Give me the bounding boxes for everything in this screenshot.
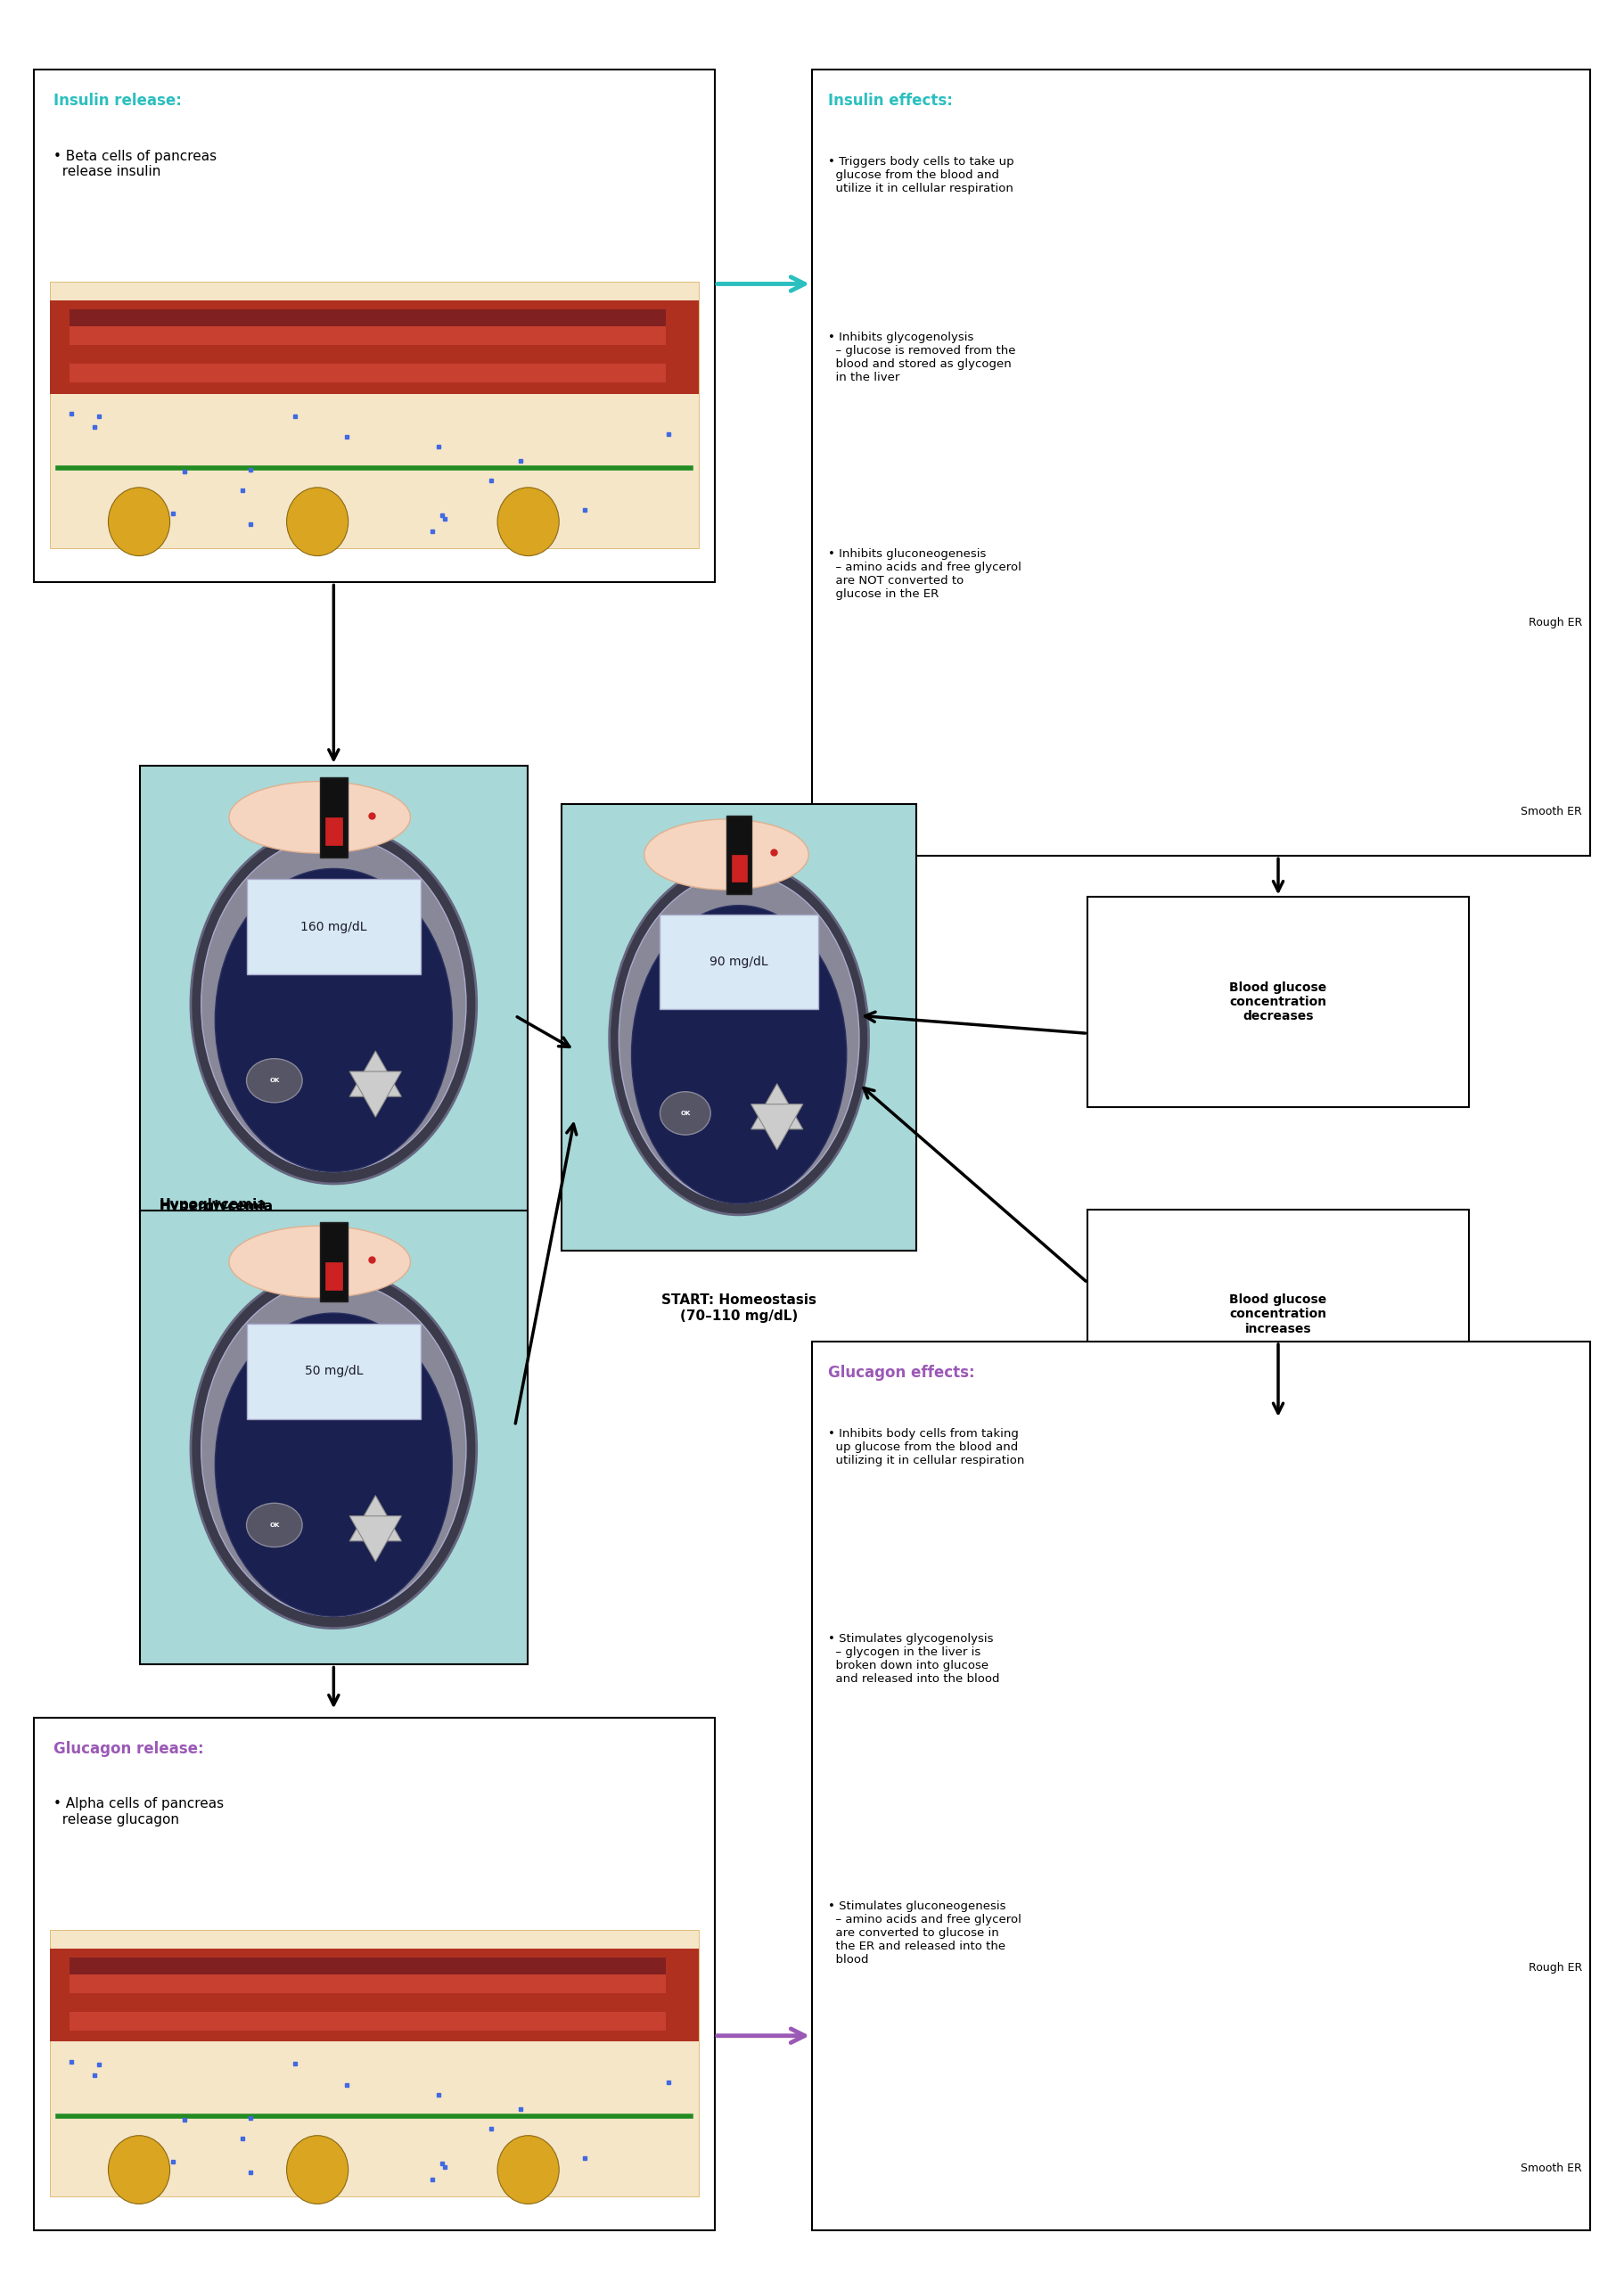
Ellipse shape xyxy=(229,780,411,853)
Ellipse shape xyxy=(609,863,869,1214)
Text: Insulin release:: Insulin release: xyxy=(54,91,182,110)
Polygon shape xyxy=(349,1052,401,1098)
FancyBboxPatch shape xyxy=(1088,897,1468,1107)
Text: Smooth ER: Smooth ER xyxy=(1522,806,1582,817)
Text: Glucagon release:: Glucagon release: xyxy=(54,1741,203,1757)
Polygon shape xyxy=(349,1073,401,1118)
Ellipse shape xyxy=(286,2136,348,2204)
Text: (low blood glucose): (low blood glucose) xyxy=(159,1246,279,1257)
FancyBboxPatch shape xyxy=(812,71,1590,856)
Text: • Beta cells of pancreas
  release insulin: • Beta cells of pancreas release insulin xyxy=(54,148,216,178)
Polygon shape xyxy=(349,1515,401,1561)
Text: Hyperglycemia: Hyperglycemia xyxy=(159,1200,273,1214)
Text: Smooth ER: Smooth ER xyxy=(1522,2163,1582,2175)
Text: 160 mg/dL: 160 mg/dL xyxy=(300,920,367,933)
FancyBboxPatch shape xyxy=(325,1262,343,1289)
Ellipse shape xyxy=(286,488,348,557)
Polygon shape xyxy=(750,1084,802,1130)
Text: OK: OK xyxy=(680,1111,690,1116)
Text: Hypoglycemia: Hypoglycemia xyxy=(159,1198,266,1212)
FancyBboxPatch shape xyxy=(1088,1209,1468,1419)
Ellipse shape xyxy=(214,1312,451,1616)
Text: Rough ER: Rough ER xyxy=(1528,1963,1582,1974)
Ellipse shape xyxy=(109,488,171,557)
FancyBboxPatch shape xyxy=(320,778,348,858)
Ellipse shape xyxy=(201,837,466,1171)
Text: OK: OK xyxy=(270,1077,279,1084)
Ellipse shape xyxy=(659,1091,711,1134)
Text: • Stimulates gluconeogenesis
  – amino acids and free glycerol
  are converted t: • Stimulates gluconeogenesis – amino aci… xyxy=(828,1901,1021,1965)
FancyBboxPatch shape xyxy=(70,1974,666,1992)
Ellipse shape xyxy=(645,819,809,890)
Ellipse shape xyxy=(214,869,451,1171)
Text: • Alpha cells of pancreas
  release glucagon: • Alpha cells of pancreas release glucag… xyxy=(54,1798,224,1826)
Text: • Inhibits body cells from taking
  up glucose from the blood and
  utilizing it: • Inhibits body cells from taking up glu… xyxy=(828,1429,1025,1467)
FancyBboxPatch shape xyxy=(50,281,698,548)
Ellipse shape xyxy=(201,1280,466,1616)
Text: • Inhibits gluconeogenesis
  – amino acids and free glycerol
  are NOT converted: • Inhibits gluconeogenesis – amino acids… xyxy=(828,548,1021,600)
Text: Blood glucose
concentration
decreases: Blood glucose concentration decreases xyxy=(1229,981,1327,1022)
Ellipse shape xyxy=(632,906,846,1203)
FancyBboxPatch shape xyxy=(70,2013,666,2031)
FancyBboxPatch shape xyxy=(34,1718,715,2230)
Ellipse shape xyxy=(190,1269,476,1629)
Polygon shape xyxy=(750,1104,802,1150)
FancyBboxPatch shape xyxy=(50,301,698,393)
FancyBboxPatch shape xyxy=(70,1958,666,1974)
FancyBboxPatch shape xyxy=(731,853,747,881)
Text: Glucagon effects:: Glucagon effects: xyxy=(828,1365,974,1381)
FancyBboxPatch shape xyxy=(812,1342,1590,2230)
Ellipse shape xyxy=(497,488,559,557)
Polygon shape xyxy=(349,1495,401,1540)
Text: START: Homeostasis
(70–110 mg/dL): START: Homeostasis (70–110 mg/dL) xyxy=(661,1294,817,1324)
Ellipse shape xyxy=(497,2136,559,2204)
Text: Insulin effects:: Insulin effects: xyxy=(828,91,953,110)
Ellipse shape xyxy=(247,1059,302,1102)
FancyBboxPatch shape xyxy=(562,803,916,1251)
Text: • Inhibits glycogenolysis
  – glucose is removed from the
  blood and stored as : • Inhibits glycogenolysis – glucose is r… xyxy=(828,331,1017,383)
FancyBboxPatch shape xyxy=(70,363,666,383)
Text: OK: OK xyxy=(270,1522,279,1527)
FancyBboxPatch shape xyxy=(247,1324,421,1419)
FancyBboxPatch shape xyxy=(320,1221,348,1301)
Ellipse shape xyxy=(190,824,476,1184)
Text: 90 mg/dL: 90 mg/dL xyxy=(710,956,768,968)
Text: Rough ER: Rough ER xyxy=(1528,616,1582,628)
FancyBboxPatch shape xyxy=(50,1949,698,2042)
Text: • Stimulates glycogenolysis
  – glycogen in the liver is
  broken down into gluc: • Stimulates glycogenolysis – glycogen i… xyxy=(828,1634,1000,1684)
Text: • Triggers body cells to take up
  glucose from the blood and
  utilize it in ce: • Triggers body cells to take up glucose… xyxy=(828,155,1013,194)
Text: Blood glucose
concentration
increases: Blood glucose concentration increases xyxy=(1229,1294,1327,1335)
Text: Splenic artery: Splenic artery xyxy=(382,1992,466,2004)
Text: (elevated blood glucose): (elevated blood glucose) xyxy=(159,1248,313,1260)
FancyBboxPatch shape xyxy=(70,326,666,345)
FancyBboxPatch shape xyxy=(247,879,421,974)
Text: 50 mg/dL: 50 mg/dL xyxy=(304,1365,362,1378)
FancyBboxPatch shape xyxy=(726,815,752,895)
Ellipse shape xyxy=(247,1504,302,1547)
Ellipse shape xyxy=(229,1225,411,1298)
FancyBboxPatch shape xyxy=(659,915,818,1009)
FancyBboxPatch shape xyxy=(34,71,715,582)
Ellipse shape xyxy=(109,2136,171,2204)
FancyBboxPatch shape xyxy=(140,1209,528,1664)
FancyBboxPatch shape xyxy=(140,767,528,1219)
FancyBboxPatch shape xyxy=(50,1931,698,2195)
FancyBboxPatch shape xyxy=(325,817,343,844)
Text: Splenic artery: Splenic artery xyxy=(382,342,466,354)
FancyBboxPatch shape xyxy=(70,310,666,326)
Ellipse shape xyxy=(619,874,859,1203)
